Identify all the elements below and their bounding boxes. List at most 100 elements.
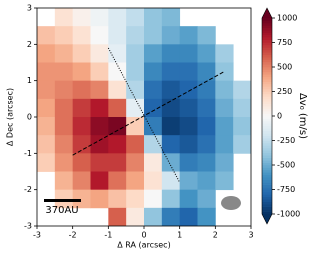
colorbar-segment <box>262 64 272 68</box>
colorbar-segment <box>262 113 272 117</box>
cell <box>90 117 109 136</box>
cell <box>197 189 216 209</box>
colorbar-segment <box>262 199 272 203</box>
cell <box>108 62 127 82</box>
colorbar-segment <box>262 32 272 36</box>
x-tick-label: 2 <box>213 231 218 240</box>
cell <box>108 80 127 100</box>
guide-line <box>107 47 181 183</box>
colorbar-segment <box>262 147 272 151</box>
colorbar-segment <box>262 191 272 195</box>
colorbar-segment <box>262 118 272 122</box>
cell <box>126 207 145 226</box>
cell <box>108 189 127 209</box>
cell <box>215 98 234 118</box>
colorbar-segment <box>262 135 272 139</box>
cell <box>37 117 56 136</box>
scale-bar-label: 370AU <box>45 205 78 216</box>
cell <box>233 80 251 100</box>
cell <box>54 80 74 100</box>
colorbar-segment <box>262 52 272 56</box>
cell <box>197 135 216 154</box>
colorbar-segment <box>262 196 272 200</box>
colorbar-segment <box>262 93 272 97</box>
cell <box>233 117 251 136</box>
cell <box>126 80 145 100</box>
cell <box>126 189 145 209</box>
cell <box>54 62 74 82</box>
cell <box>54 171 74 191</box>
cell <box>144 26 163 45</box>
cell <box>72 8 91 27</box>
y-tick-label: -1 <box>24 149 32 158</box>
image <box>37 8 251 226</box>
cell <box>233 98 251 118</box>
x-tick-label: 1 <box>177 231 182 240</box>
colorbar-segment <box>262 211 272 215</box>
cell <box>179 62 198 82</box>
colorbar-segment <box>262 22 272 26</box>
colorbar-tick-label: -1000 <box>277 210 300 219</box>
scale-bar <box>44 199 81 202</box>
colorbar-segment <box>262 62 272 65</box>
cell <box>72 62 91 82</box>
colorbar-segment <box>262 98 272 102</box>
colorbar-segment <box>262 101 272 105</box>
cell <box>90 189 109 209</box>
y-tick-label: 1 <box>27 76 32 85</box>
cell <box>144 62 163 82</box>
colorbar-segment <box>262 35 272 38</box>
cell <box>179 80 198 100</box>
cell <box>179 135 198 154</box>
colorbar-segment <box>262 76 272 80</box>
cell <box>126 8 145 27</box>
cell <box>126 171 145 191</box>
cell <box>161 135 181 154</box>
y-tick-label: -2 <box>24 185 32 194</box>
cell <box>215 80 234 100</box>
cell <box>72 135 91 154</box>
cell <box>215 171 234 191</box>
cell <box>126 117 145 136</box>
colorbar-segment <box>262 174 272 178</box>
cell <box>215 62 234 82</box>
cell <box>197 117 216 136</box>
colorbar-segment <box>262 30 272 33</box>
colorbar-segment <box>262 155 272 158</box>
cell <box>179 117 198 136</box>
colorbar-segment <box>262 18 272 21</box>
cell <box>108 117 127 136</box>
colorbar-segment <box>262 157 272 161</box>
cell <box>37 98 56 118</box>
colorbar-segment <box>262 20 272 24</box>
colorbar-extend-top <box>262 8 272 18</box>
colorbar-tick-label: -750 <box>277 185 295 194</box>
y-tick-label: -3 <box>24 222 32 231</box>
cell <box>197 26 216 45</box>
cell <box>144 189 163 209</box>
x-tick-label: -1 <box>104 231 112 240</box>
cell <box>215 135 234 154</box>
colorbar-segment <box>262 130 272 134</box>
cell <box>179 171 198 191</box>
cell <box>161 26 181 45</box>
cell <box>179 44 198 63</box>
colorbar-tick-label: 0 <box>277 112 282 121</box>
x-axis-label: Δ RA (arcsec) <box>117 241 170 250</box>
colorbar-segment <box>262 162 272 166</box>
colorbar-segment <box>262 187 272 190</box>
cell <box>197 207 216 226</box>
colorbar-segment <box>262 123 272 127</box>
colorbar-segment <box>262 133 272 136</box>
cell <box>197 62 216 82</box>
cell <box>179 26 198 45</box>
cell <box>37 135 56 154</box>
colorbar-segment <box>262 138 272 141</box>
cell <box>108 44 127 63</box>
cell <box>161 153 181 172</box>
cell <box>108 207 127 226</box>
colorbar-segment <box>262 167 272 171</box>
colorbar-segment <box>262 169 272 173</box>
colorbar-segment <box>262 184 272 188</box>
x-tick-label: -3 <box>33 231 41 240</box>
